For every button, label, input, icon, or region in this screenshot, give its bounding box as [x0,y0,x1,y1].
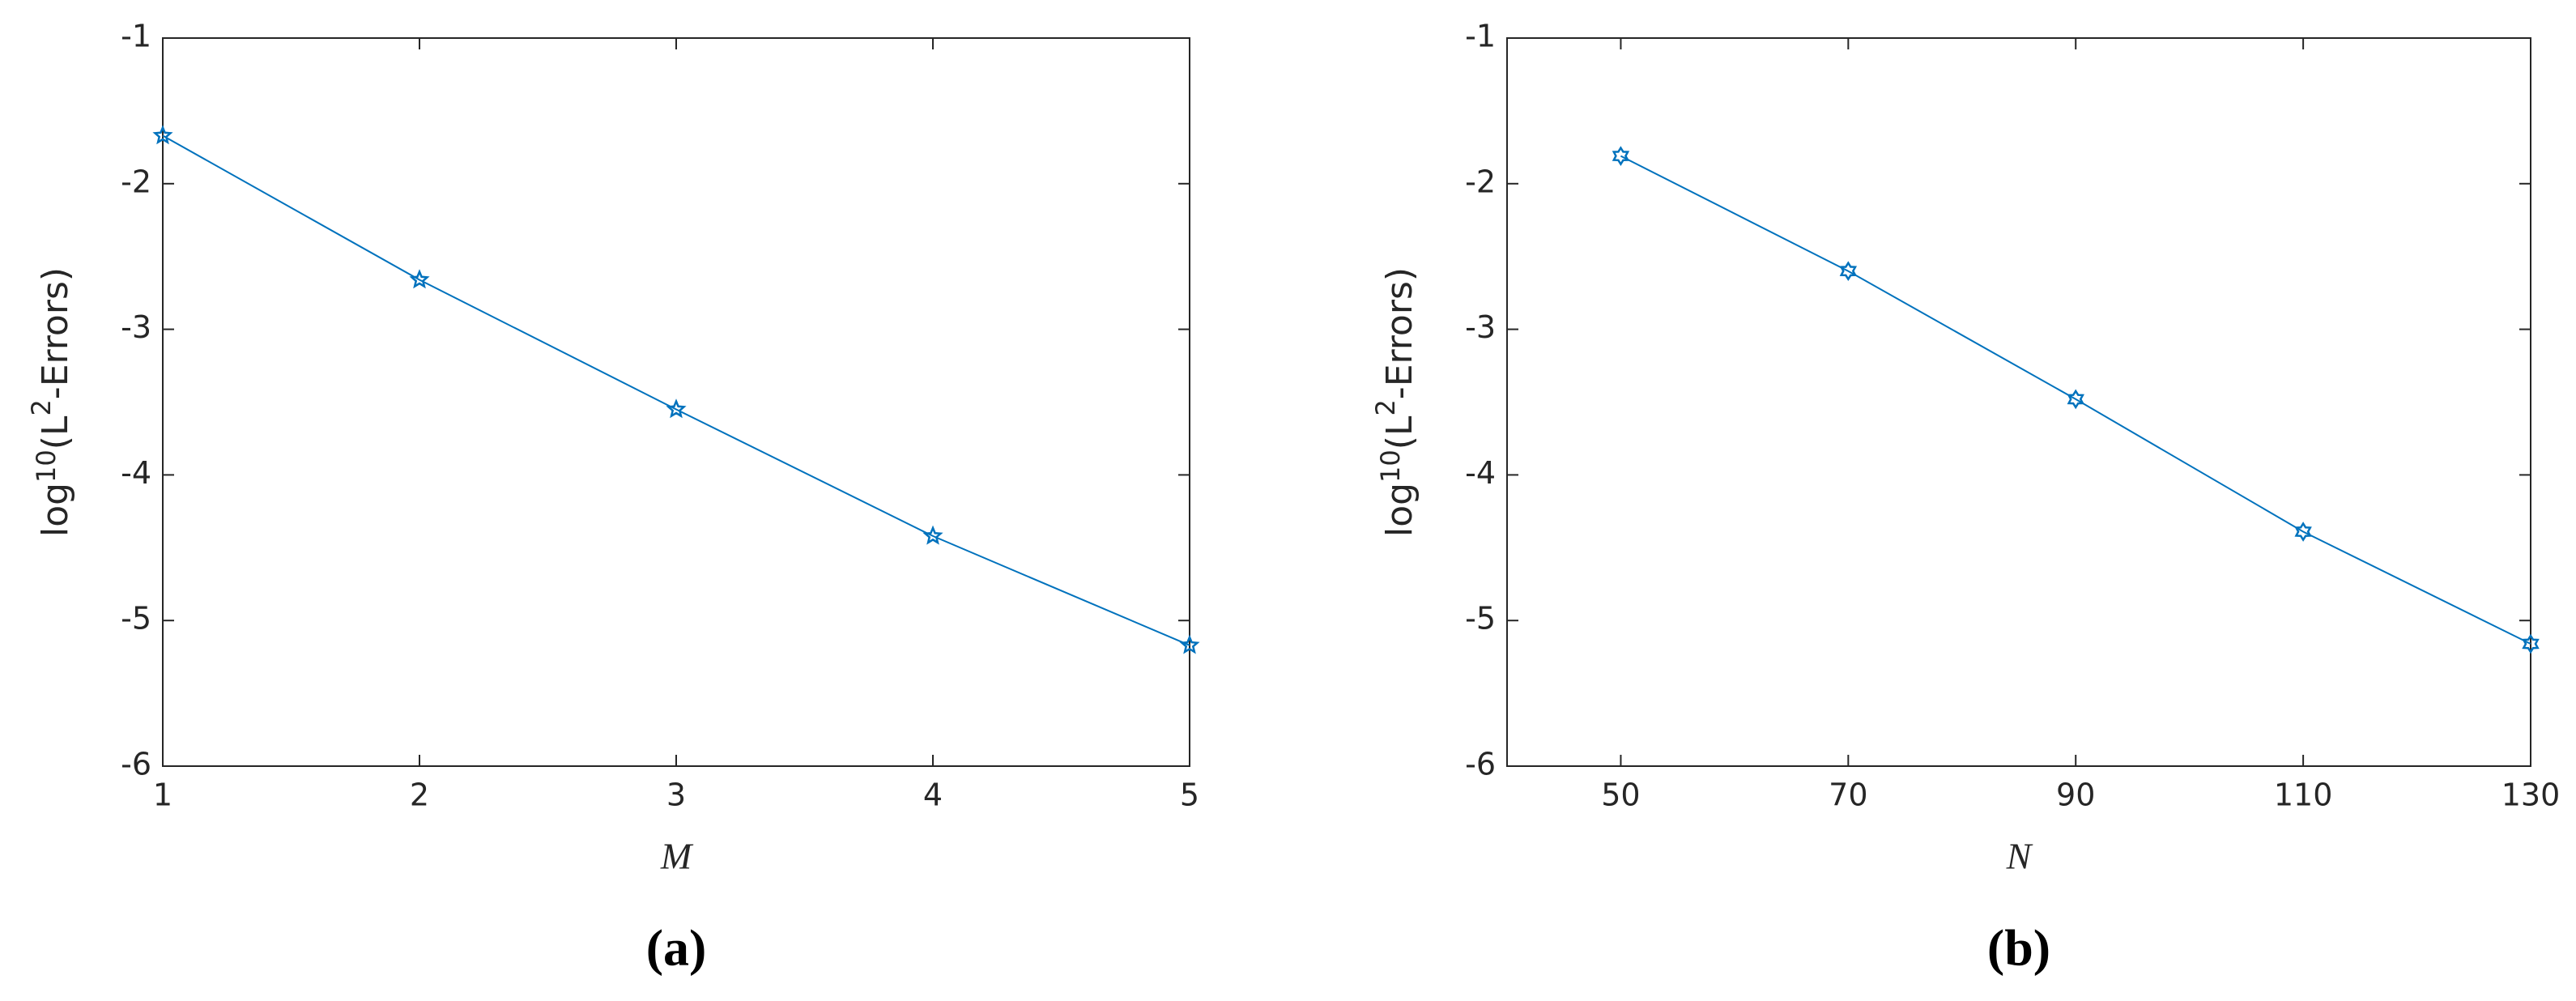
y-axis-label-part: 10 [1375,449,1406,483]
axes-frame [1506,37,2531,767]
data-point [2522,633,2540,654]
y-tick-label: -3 [121,309,151,345]
y-tick-label: -6 [121,747,151,782]
y-axis-label-part: 2 [1370,399,1401,415]
x-tick-label: 130 [2501,777,2561,813]
x-tick-label: 50 [1601,777,1640,813]
x-tick-label: 4 [923,777,943,813]
y-axis-label-part: 2 [26,399,57,415]
x-tick-label: 90 [2056,777,2095,813]
y-axis-label-part: log [1379,483,1420,537]
y-axis-label-part: 10 [31,449,62,483]
data-point [922,525,943,545]
y-tick-label: -4 [121,455,151,491]
x-axis-label: N [2006,836,2033,877]
data-point [2294,522,2312,542]
x-tick-label: 2 [410,777,429,813]
x-tick-label: 70 [1829,777,1867,813]
y-tick-label: -1 [121,19,151,54]
y-tick-label: -6 [1465,747,1496,782]
data-point [152,125,173,145]
y-tick-label: -5 [121,601,151,637]
chart: -6 -5 -4 -3 -2 -1 50 70 90 110 130 Nlog10(L2-Errors… [1370,19,2560,977]
x-tick-label: 1 [153,777,172,813]
caption: (a) [646,919,707,977]
x-tick-label: 5 [1180,777,1199,813]
y-axis-label-part: log [35,483,76,537]
y-tick-label: -5 [1465,601,1496,637]
y-tick-label: -2 [1465,164,1496,199]
y-axis-label-part: (L [1379,415,1420,449]
y-axis-label-part: -Errors) [35,267,76,399]
caption: (b) [1987,919,2050,977]
y-axis-label: log10(L2-Errors) [1370,267,1420,537]
series-line [1620,155,2531,645]
data-point [1179,634,1200,654]
y-axis-label: log10(L2-Errors) [26,267,76,537]
y-tick-label: -3 [1465,309,1496,345]
x-tick-label: 3 [666,777,686,813]
data-point [1612,146,1630,166]
data-point [2067,389,2084,410]
series-line [162,134,1190,646]
x-tick-label: 110 [2274,777,2333,813]
data-point [409,269,430,289]
x-axis-label: M [660,836,694,877]
data-point [666,398,687,419]
y-axis-label-part: (L [35,415,76,449]
y-tick-label: -4 [1465,455,1496,491]
data-point [1839,261,1858,282]
y-tick-label: -2 [121,164,151,199]
y-tick-label: -1 [1465,19,1496,54]
y-axis-label-part: -Errors) [1379,267,1420,399]
